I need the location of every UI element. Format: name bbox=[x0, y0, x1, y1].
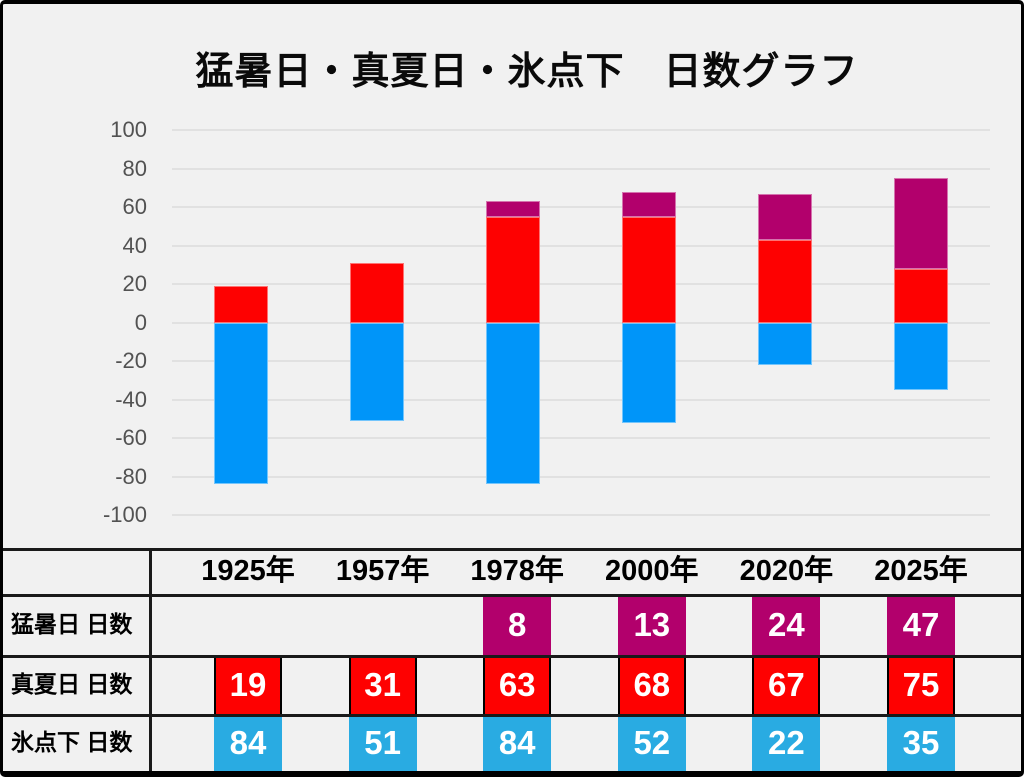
table-value-cell: 63 bbox=[483, 655, 552, 714]
bar-below-freezing bbox=[486, 322, 540, 485]
table-value-cell: 8 bbox=[483, 594, 552, 655]
bar-below-freezing bbox=[894, 322, 948, 391]
bar-midsummer bbox=[622, 216, 676, 323]
table-horizontal-rule bbox=[3, 548, 1021, 551]
y-axis-label: 60 bbox=[122, 194, 147, 220]
gridline bbox=[172, 398, 990, 401]
gridline bbox=[172, 514, 990, 517]
table-vertical-rule bbox=[149, 548, 152, 771]
bar-midsummer bbox=[214, 286, 268, 323]
table-value-cell: 75 bbox=[887, 655, 955, 714]
table-value-cell: 31 bbox=[348, 655, 417, 714]
table-row-label: 猛暑日 日数 bbox=[11, 611, 133, 637]
table-value-cell: 24 bbox=[752, 594, 821, 655]
y-axis-label: 80 bbox=[122, 155, 147, 181]
table-col-header: 1925年 bbox=[201, 555, 295, 587]
bar-below-freezing bbox=[622, 322, 676, 423]
gridline bbox=[172, 129, 990, 132]
table-value-cell: 22 bbox=[752, 714, 821, 771]
bar-midsummer bbox=[486, 216, 540, 323]
table-value-cell: 84 bbox=[214, 714, 282, 771]
table-value-cell: 35 bbox=[887, 714, 955, 771]
table-value-cell: 47 bbox=[887, 594, 955, 655]
table-value-cell: 19 bbox=[214, 655, 282, 714]
table-value-cell: 52 bbox=[617, 714, 686, 771]
gridline bbox=[172, 244, 990, 247]
table-value-cell: 13 bbox=[617, 594, 686, 655]
table-horizontal-rule bbox=[3, 714, 1021, 717]
bar-midsummer bbox=[350, 263, 404, 323]
y-axis-label: 40 bbox=[122, 232, 147, 258]
y-axis-label: -100 bbox=[102, 502, 147, 528]
y-axis-label: 0 bbox=[134, 309, 147, 335]
gridline bbox=[172, 360, 990, 363]
y-axis-label: 100 bbox=[110, 117, 147, 143]
table-horizontal-rule bbox=[3, 594, 1021, 597]
bar-below-freezing bbox=[214, 322, 268, 485]
y-axis-label: -20 bbox=[115, 348, 147, 374]
table-col-header: 2020年 bbox=[739, 555, 834, 587]
y-axis-label: -40 bbox=[115, 386, 147, 412]
bar-extreme-heat bbox=[758, 193, 812, 240]
bar-extreme-heat bbox=[622, 191, 676, 217]
table-horizontal-rule bbox=[3, 655, 1021, 658]
table-col-header: 2000年 bbox=[605, 555, 699, 587]
table-value-cell: 51 bbox=[348, 714, 417, 771]
bar-below-freezing bbox=[758, 322, 812, 366]
gridline bbox=[172, 283, 990, 286]
table-row-label: 真夏日 日数 bbox=[11, 671, 133, 697]
bar-midsummer bbox=[758, 239, 812, 323]
table-value-cell: 67 bbox=[752, 655, 821, 714]
table-col-header: 1978年 bbox=[470, 555, 564, 587]
data-table: 1925年 1957年 1978年 2000年 2020年 2025年猛暑日 日数 8 13 2… bbox=[3, 4, 1021, 771]
table-col-header: 2025年 bbox=[874, 555, 968, 587]
y-axis-label: -60 bbox=[115, 425, 147, 451]
y-axis-label: -80 bbox=[115, 463, 147, 489]
table-row-label: 氷点下 日数 bbox=[11, 729, 133, 755]
gridline bbox=[172, 437, 990, 440]
gridline bbox=[172, 321, 990, 324]
bar-midsummer bbox=[894, 268, 948, 323]
gridline bbox=[172, 206, 990, 209]
gridline bbox=[172, 475, 990, 478]
bar-below-freezing bbox=[350, 322, 404, 421]
table-value-cell: 68 bbox=[617, 655, 686, 714]
table-value-cell: 84 bbox=[483, 714, 552, 771]
bar-extreme-heat bbox=[894, 178, 948, 269]
bar-extreme-heat bbox=[486, 201, 540, 217]
chart-plot: 100 80 60 40 20 0 -20 -40 -60 -80 -100 bbox=[3, 4, 1021, 771]
chart-title: 猛暑日・真夏日・氷点下 日数グラフ bbox=[195, 51, 859, 93]
y-axis-label: 20 bbox=[122, 271, 147, 297]
gridline bbox=[172, 167, 990, 170]
table-col-header: 1957年 bbox=[335, 555, 430, 587]
